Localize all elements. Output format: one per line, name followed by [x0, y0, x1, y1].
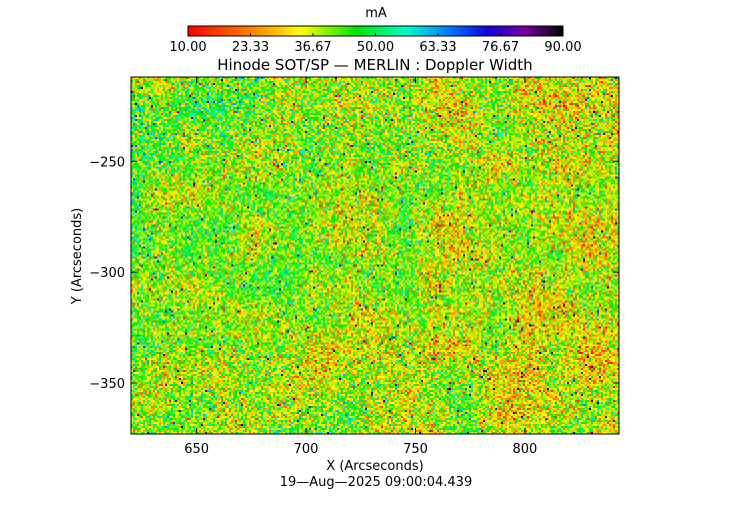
colorbar-unit: mA — [365, 6, 387, 21]
x-tick-label: 650 — [184, 442, 209, 457]
colorbar-tick-label: 50.00 — [357, 40, 394, 55]
x-tick-label: 700 — [294, 442, 319, 457]
timestamp: 19—Aug—2025 09:00:04.439 — [280, 475, 472, 490]
y-tick-label: −250 — [89, 155, 125, 170]
chart-title: Hinode SOT/SP — MERLIN : Doppler Width — [217, 56, 532, 74]
colorbar-tick-label: 23.33 — [232, 40, 269, 55]
colorbar-ticks: 10.00 23.33 36.67 50.00 63.33 76.67 90.00 — [169, 33, 582, 55]
colorbar-tick-label: 63.33 — [419, 40, 456, 55]
doppler-width-map — [131, 77, 619, 434]
x-tick-label: 750 — [403, 442, 428, 457]
plot-frame — [130, 76, 620, 435]
x-axis-label: X (Arcseconds) — [326, 459, 423, 474]
colorbar-tick-label: 10.00 — [169, 40, 206, 55]
x-axis-ticks: 650 700 750 800 — [184, 77, 537, 457]
colorbar-tick-label: 90.00 — [544, 40, 581, 55]
y-tick-label: −350 — [89, 377, 125, 392]
colorbar-tick-label: 76.67 — [482, 40, 519, 55]
colorbar-tick-label: 36.67 — [294, 40, 331, 55]
x-tick-label: 800 — [512, 442, 537, 457]
colorbar — [188, 26, 563, 36]
y-axis-ticks: −250 −300 −350 — [89, 155, 619, 392]
y-axis-label: Y (Arcseconds) — [70, 208, 85, 305]
y-tick-label: −300 — [89, 266, 125, 281]
